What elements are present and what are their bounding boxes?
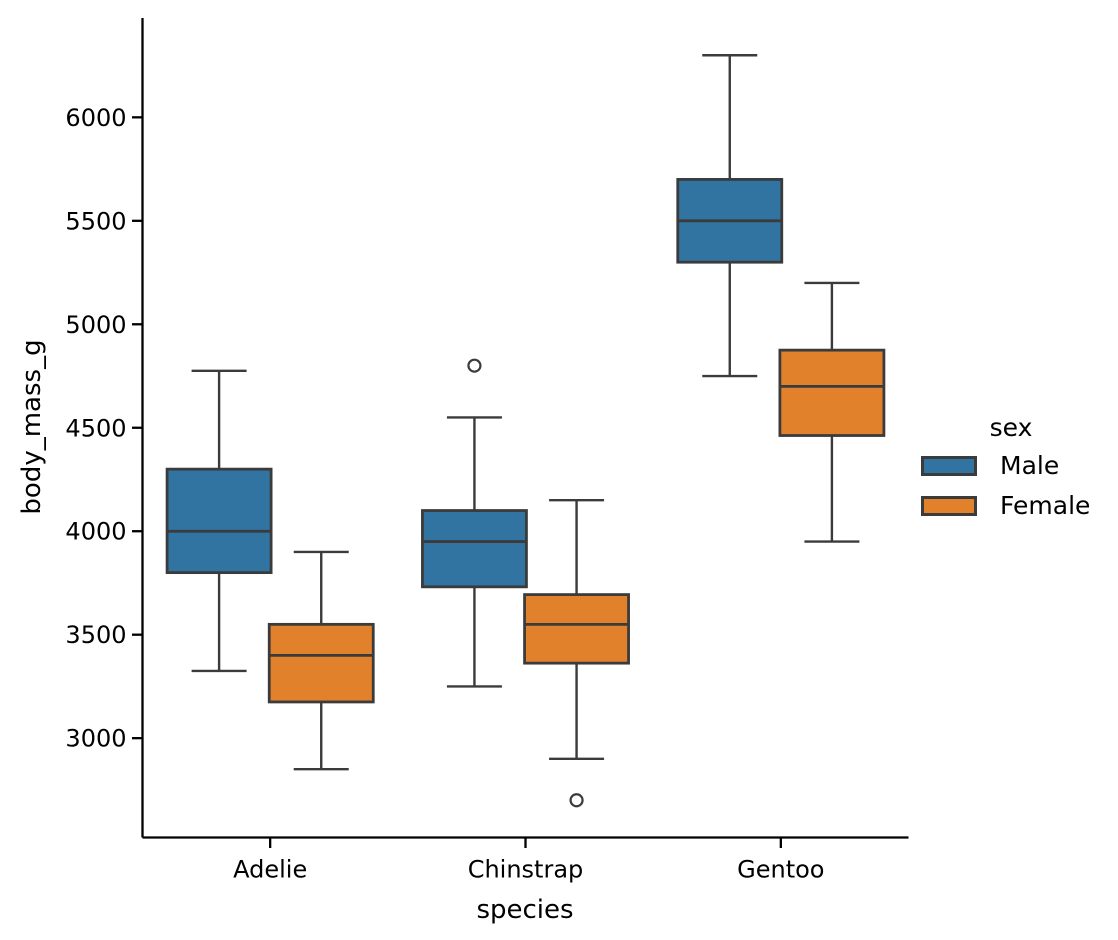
- outlier-female-chinstrap: [569, 793, 584, 808]
- y-tick-label: 4500: [65, 414, 126, 442]
- x-tick-label: Chinstrap: [468, 856, 584, 884]
- legend-label-male: Male: [1000, 451, 1060, 480]
- legend-label-female: Female: [1000, 491, 1091, 520]
- legend-entries: Male Female: [921, 451, 1101, 520]
- box-female-chinstrap: [523, 593, 630, 665]
- outlier-male-chinstrap: [467, 358, 482, 373]
- x-tick-label: Adelie: [233, 856, 307, 884]
- legend-entry-male: Male: [921, 451, 1101, 480]
- box-female-gentoo: [778, 348, 886, 437]
- y-tick-label: 6000: [65, 104, 126, 132]
- y-axis-title: body_mass_g: [17, 339, 47, 515]
- y-tick-label: 3500: [65, 621, 126, 649]
- y-tick-label: 4000: [65, 518, 126, 546]
- x-tick-label: Gentoo: [737, 856, 824, 884]
- legend-swatch-female: [921, 495, 977, 516]
- y-tick-label: 5500: [65, 207, 126, 235]
- legend: sex Male Female: [921, 413, 1101, 520]
- box-male-chinstrap: [421, 509, 528, 589]
- legend-title: sex: [989, 413, 1033, 442]
- box-male-adelie: [165, 467, 273, 575]
- y-tick-label: 5000: [65, 311, 126, 339]
- legend-entry-female: Female: [921, 491, 1101, 520]
- y-tick-label: 3000: [65, 725, 126, 753]
- box-female-adelie: [267, 622, 375, 704]
- legend-swatch-male: [921, 455, 977, 476]
- x-axis-title: species: [476, 895, 574, 925]
